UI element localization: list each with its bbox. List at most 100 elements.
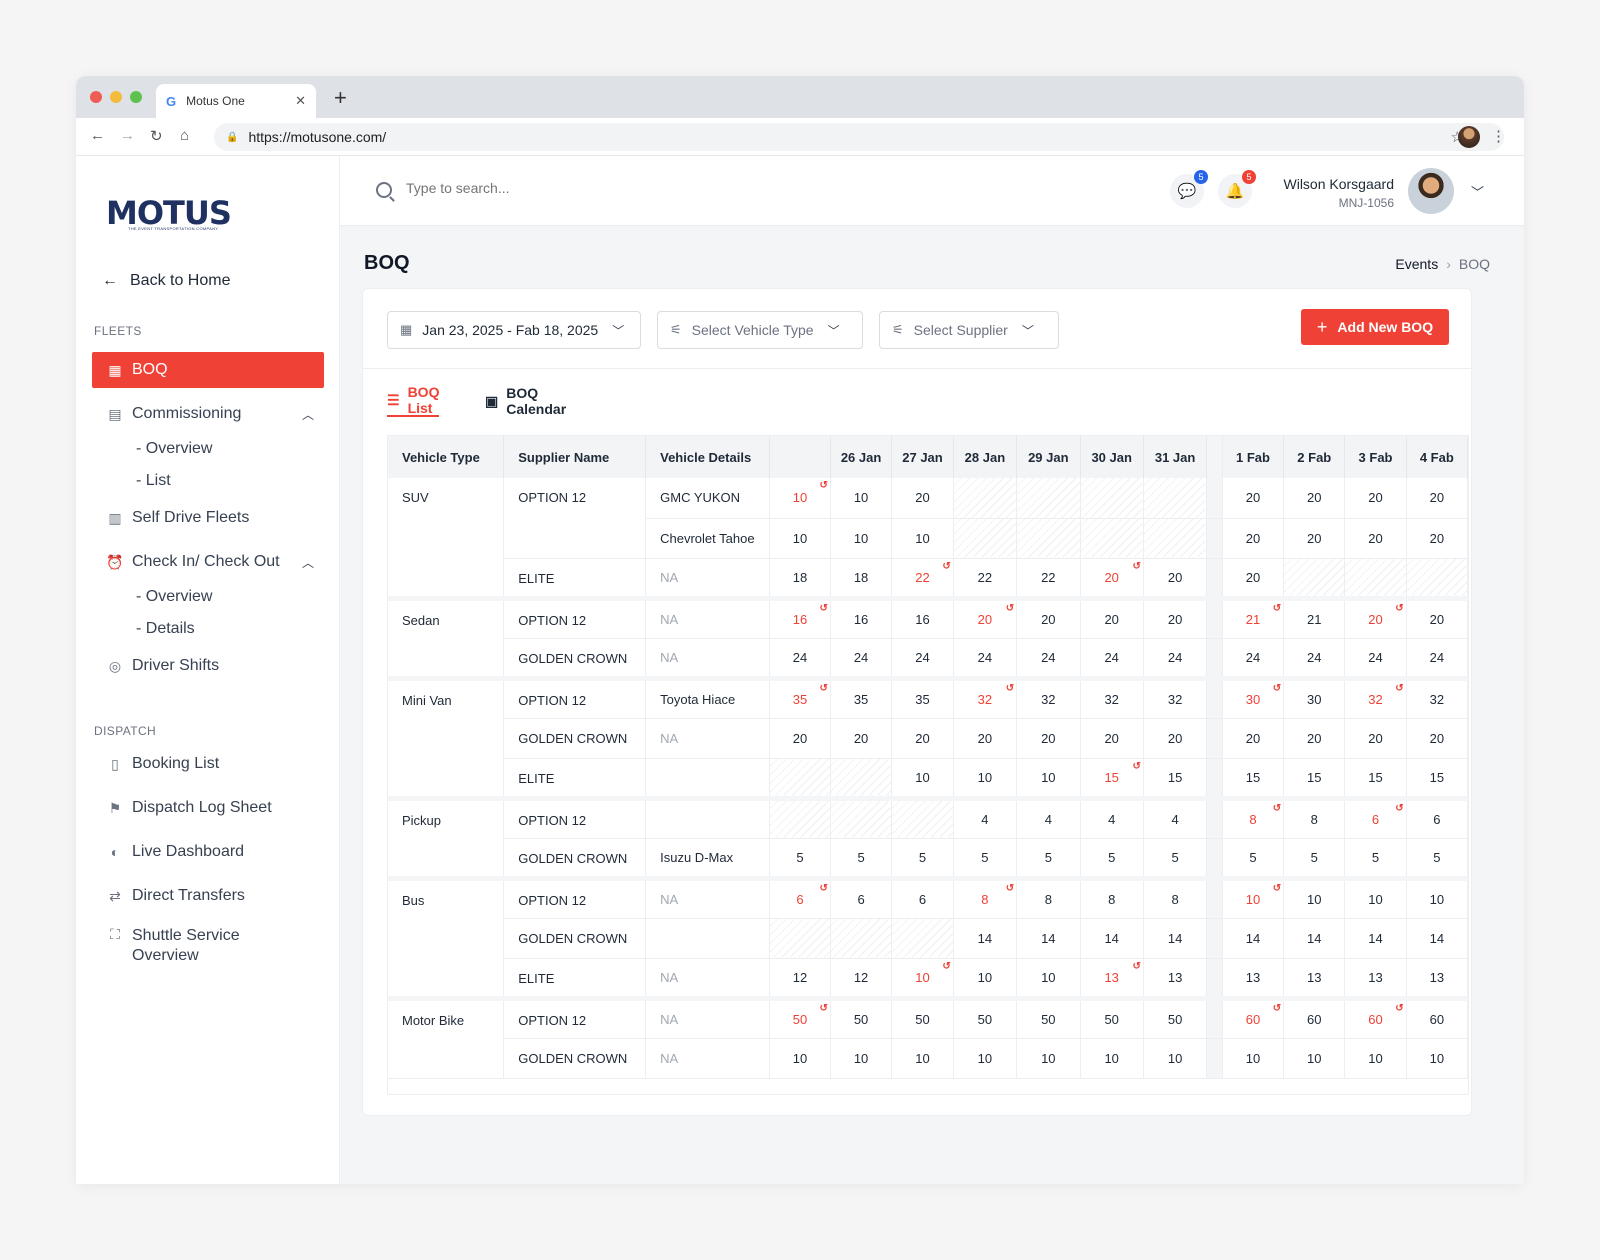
quantity-cell[interactable]: 32 [1016, 675, 1081, 719]
tab-boq-calendar[interactable]: ▣ BOQ Calendar [485, 385, 566, 417]
quantity-cell-changed[interactable]: 20 [953, 595, 1018, 639]
sidebar-item-direct-transfers[interactable]: ⇄ Direct Transfers [92, 878, 324, 914]
quantity-cell[interactable]: 24 [1283, 638, 1346, 679]
window-maximize-dot[interactable] [130, 91, 142, 103]
home-icon[interactable]: ⌂ [180, 127, 190, 144]
unavailable-cell[interactable] [1406, 558, 1468, 599]
quantity-cell[interactable]: 20 [1222, 558, 1285, 599]
quantity-cell[interactable]: 20 [1406, 478, 1468, 519]
quantity-cell[interactable]: 14 [1406, 918, 1468, 959]
quantity-cell[interactable]: 10 [1143, 1038, 1208, 1079]
quantity-cell[interactable]: 24 [1143, 638, 1208, 679]
quantity-cell[interactable]: 10 [1406, 875, 1468, 919]
close-icon[interactable]: ✕ [295, 93, 306, 108]
quantity-cell[interactable]: 20 [1283, 518, 1346, 559]
quantity-cell[interactable]: 6 [1406, 795, 1468, 839]
quantity-cell[interactable]: 5 [891, 838, 954, 879]
quantity-cell-changed[interactable]: 35 [769, 675, 831, 719]
user-name[interactable]: Wilson Korsgaard [1283, 176, 1395, 192]
sidebar-subitem-commissioning-list[interactable]: - List [136, 472, 171, 489]
sidebar-subitem-checkin-details[interactable]: - Details [136, 620, 195, 637]
unavailable-cell[interactable] [953, 478, 1018, 519]
quantity-cell[interactable]: 8 [1016, 875, 1081, 919]
quantity-cell-changed[interactable]: 32 [1344, 675, 1407, 719]
quantity-cell[interactable]: 35 [891, 675, 954, 719]
quantity-cell[interactable]: 20 [1406, 595, 1468, 639]
quantity-cell[interactable]: 5 [1016, 838, 1081, 879]
quantity-cell-changed[interactable]: 22 [891, 558, 954, 599]
quantity-cell-changed[interactable]: 60 [1222, 995, 1285, 1039]
quantity-cell[interactable]: 15 [1344, 758, 1407, 799]
quantity-cell[interactable]: 50 [891, 995, 954, 1039]
quantity-cell[interactable]: 35 [830, 675, 893, 719]
sidebar-item-dispatch-log-sheet[interactable]: ⚑ Dispatch Log Sheet [92, 790, 324, 826]
quantity-cell[interactable]: 10 [1283, 875, 1346, 919]
unavailable-cell[interactable] [769, 918, 831, 959]
quantity-cell[interactable]: 5 [1222, 838, 1285, 879]
unavailable-cell[interactable] [1283, 558, 1346, 599]
sidebar-item-self-drive-fleets[interactable]: ▥ Self Drive Fleets [92, 500, 324, 536]
quantity-cell[interactable]: 24 [769, 638, 831, 679]
quantity-cell[interactable]: 8 [1143, 875, 1208, 919]
sidebar-item-booking-list[interactable]: ▯ Booking List [92, 746, 324, 782]
quantity-cell[interactable]: 18 [769, 558, 831, 599]
quantity-cell[interactable]: 20 [1016, 718, 1081, 759]
quantity-cell[interactable]: 24 [953, 638, 1018, 679]
new-tab-icon[interactable]: + [334, 85, 347, 110]
quantity-cell[interactable]: 14 [1143, 918, 1208, 959]
boq-table-container[interactable]: Vehicle Type Supplier Name Vehicle Detai… [387, 435, 1469, 1095]
reload-icon[interactable]: ↻ [150, 128, 163, 145]
unavailable-cell[interactable] [1080, 518, 1144, 559]
quantity-cell[interactable]: 20 [1344, 478, 1407, 519]
quantity-cell[interactable]: 32 [1406, 675, 1468, 719]
quantity-cell[interactable]: 5 [1080, 838, 1144, 879]
quantity-cell[interactable]: 4 [1016, 795, 1081, 839]
quantity-cell-changed[interactable]: 8 [953, 875, 1018, 919]
unavailable-cell[interactable] [1143, 478, 1208, 519]
quantity-cell[interactable]: 20 [1406, 718, 1468, 759]
quantity-cell[interactable]: 5 [1344, 838, 1407, 879]
quantity-cell[interactable]: 15 [1283, 758, 1346, 799]
browser-tab[interactable]: G Motus One ✕ [156, 84, 316, 118]
chevron-up-icon[interactable]: ︿ [301, 555, 314, 570]
sidebar-item-driver-shifts[interactable]: ◎ Driver Shifts [92, 648, 324, 684]
unavailable-cell[interactable] [1016, 478, 1081, 519]
quantity-cell[interactable]: 32 [1080, 675, 1144, 719]
quantity-cell[interactable]: 18 [830, 558, 893, 599]
sidebar-item-live-dashboard[interactable]: ◐ Live Dashboard [92, 834, 324, 870]
quantity-cell[interactable]: 10 [1283, 1038, 1346, 1079]
motus-logo[interactable]: MOTUS [106, 194, 232, 232]
browser-menu-icon[interactable]: ⋮ [1491, 128, 1506, 145]
quantity-cell[interactable]: 4 [953, 795, 1018, 839]
quantity-cell[interactable]: 20 [1016, 595, 1081, 639]
unavailable-cell[interactable] [830, 918, 893, 959]
quantity-cell[interactable]: 50 [1143, 995, 1208, 1039]
quantity-cell[interactable]: 10 [891, 758, 954, 799]
quantity-cell[interactable]: 24 [1080, 638, 1144, 679]
sidebar-subitem-checkin-overview[interactable]: - Overview [136, 588, 213, 605]
quantity-cell-changed[interactable]: 10 [769, 478, 831, 519]
quantity-cell-changed[interactable]: 50 [769, 995, 831, 1039]
quantity-cell[interactable]: 14 [1222, 918, 1285, 959]
quantity-cell[interactable]: 10 [953, 1038, 1018, 1079]
chevron-up-icon[interactable]: ︿ [301, 407, 314, 422]
unavailable-cell[interactable] [1143, 518, 1208, 559]
quantity-cell[interactable]: 20 [1283, 478, 1346, 519]
chevron-down-icon[interactable]: ﹀ [1470, 185, 1484, 200]
quantity-cell[interactable]: 10 [891, 518, 954, 559]
quantity-cell[interactable]: 5 [1406, 838, 1468, 879]
quantity-cell[interactable]: 13 [1344, 958, 1407, 999]
breadcrumb-events-link[interactable]: Events [1395, 256, 1439, 272]
quantity-cell[interactable]: 10 [1344, 1038, 1407, 1079]
quantity-cell[interactable]: 14 [953, 918, 1018, 959]
unavailable-cell[interactable] [1016, 518, 1081, 559]
quantity-cell[interactable]: 5 [830, 838, 893, 879]
quantity-cell[interactable]: 10 [1016, 1038, 1081, 1079]
quantity-cell[interactable]: 20 [1406, 518, 1468, 559]
quantity-cell[interactable]: 24 [1344, 638, 1407, 679]
sidebar-item-boq[interactable]: ▦ BOQ [92, 352, 324, 388]
quantity-cell[interactable]: 10 [1222, 1038, 1285, 1079]
quantity-cell[interactable]: 24 [1222, 638, 1285, 679]
unavailable-cell[interactable] [830, 758, 893, 799]
quantity-cell[interactable]: 5 [1283, 838, 1346, 879]
